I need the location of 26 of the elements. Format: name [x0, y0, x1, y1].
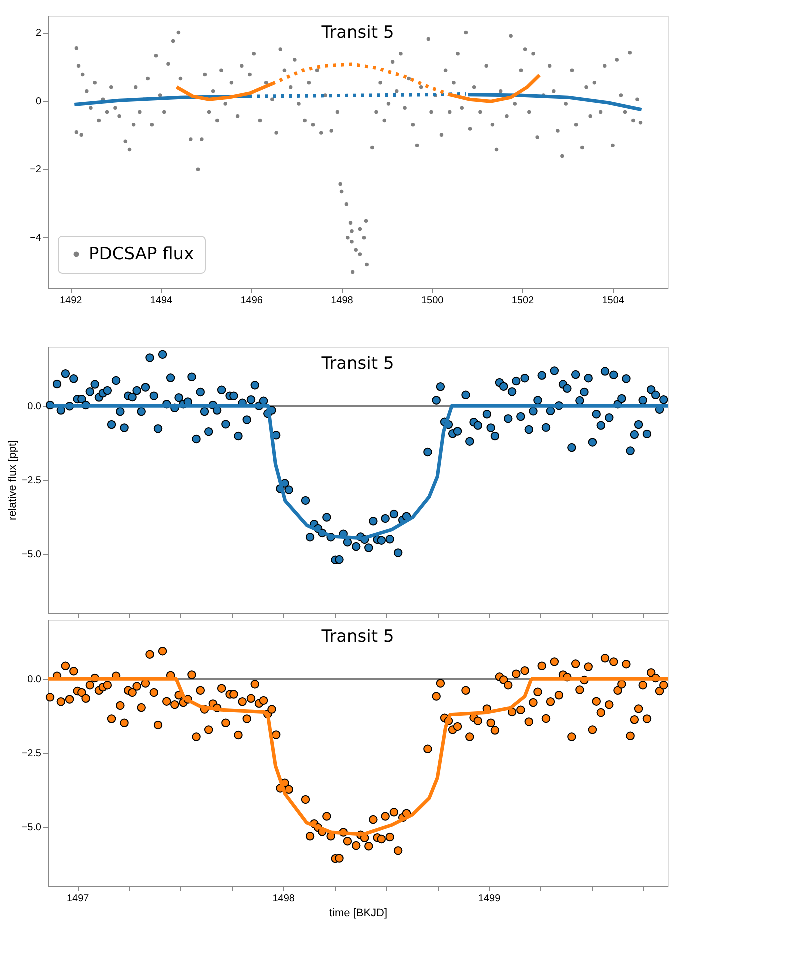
x-tick-label: 1502: [512, 296, 535, 306]
legend-label: PDCSAP flux: [89, 244, 194, 264]
y-tick-label: 0.0: [28, 674, 42, 686]
x-tick-label: 1498: [331, 296, 354, 306]
y-tick-label: −2: [30, 164, 42, 176]
chart-title: Transit 5: [320, 23, 394, 43]
x-tick-label: 1496: [240, 296, 264, 306]
y-tick-label: −4: [30, 232, 42, 244]
y-tick-label: −5.0: [22, 549, 42, 560]
x-tick-label: 1499: [478, 894, 502, 904]
x-tick-label: 1500: [421, 296, 444, 306]
x-tick-label: 1492: [60, 296, 83, 306]
y-tick-label: −5.0: [22, 822, 42, 834]
x-tick-label: 1504: [602, 296, 625, 306]
y-tick-label: −2.5: [22, 748, 42, 760]
x-axis-title: time [BKJD]: [329, 908, 388, 920]
x-tick-label: 1498: [272, 894, 296, 904]
y-tick-label: 2: [36, 28, 42, 40]
y-tick-label: −2.5: [22, 476, 42, 486]
x-tick-label: 1494: [150, 296, 174, 306]
chart-title: Transit 5: [320, 354, 394, 374]
y-axis-title: relative flux [ppt]: [6, 440, 19, 521]
y-tick-label: 0: [36, 96, 42, 108]
x-tick-label: 1497: [66, 894, 90, 904]
chart-title: Transit 5: [320, 627, 394, 647]
y-tick-label: 0.0: [28, 402, 42, 413]
